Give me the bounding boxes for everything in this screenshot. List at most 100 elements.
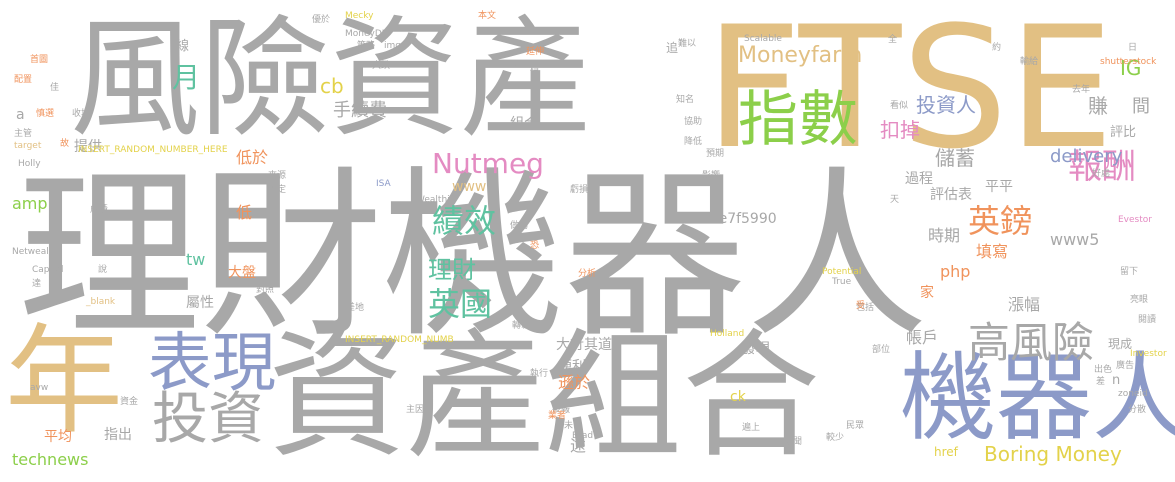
word: tw bbox=[186, 250, 206, 269]
word: 理財 bbox=[428, 256, 476, 284]
word: shutterstock bbox=[1100, 57, 1157, 67]
word: 慎選 bbox=[36, 109, 55, 119]
word: 延伸 bbox=[526, 47, 545, 57]
word: 看似 bbox=[890, 101, 909, 111]
word: 故 bbox=[60, 139, 70, 149]
word: 難以 bbox=[678, 39, 697, 49]
word: 遍上 bbox=[742, 423, 761, 433]
word: 現成 bbox=[1108, 337, 1133, 351]
word: 儲蓄 bbox=[935, 146, 975, 170]
word: Holly bbox=[18, 159, 41, 169]
word: 組合 bbox=[510, 116, 538, 132]
word: Netwealth bbox=[12, 247, 58, 257]
word: cb bbox=[320, 74, 344, 98]
word: 平平 bbox=[985, 179, 1013, 195]
word: 日 bbox=[1128, 43, 1138, 53]
word: 評比 bbox=[1110, 125, 1137, 140]
word: 大跌 bbox=[372, 61, 391, 71]
word: 遠 bbox=[570, 436, 587, 455]
word: 穩 bbox=[530, 65, 540, 75]
word: 屬性 bbox=[186, 295, 214, 311]
word: www bbox=[452, 179, 487, 195]
word: 恐 bbox=[530, 241, 540, 251]
word: 英鎊 bbox=[968, 202, 1033, 240]
word: 風險資產 bbox=[70, 3, 591, 155]
word: 投資 bbox=[152, 387, 264, 452]
word: 填寫 bbox=[976, 242, 1009, 261]
word: 大行其道 bbox=[556, 337, 612, 353]
word: True bbox=[832, 277, 852, 287]
word: 表現 bbox=[148, 327, 276, 401]
word: 受 bbox=[856, 301, 866, 311]
word: MoneyDJ bbox=[345, 29, 385, 39]
word: 新聞 bbox=[784, 437, 803, 447]
word: Nutmeg bbox=[432, 147, 544, 180]
word: 達 bbox=[32, 279, 42, 289]
word: 資金 bbox=[120, 397, 139, 407]
word: 收場 bbox=[72, 109, 91, 119]
word: 漲幅 bbox=[1008, 295, 1041, 314]
word: 民眾 bbox=[846, 421, 865, 431]
word: 評估表 bbox=[930, 187, 972, 203]
word: 做為 bbox=[510, 221, 529, 231]
word: 策略 bbox=[357, 41, 376, 51]
word: 成績 bbox=[90, 205, 109, 215]
word: 設定 bbox=[268, 185, 287, 195]
word: Brad bbox=[572, 431, 594, 441]
word: 主管 bbox=[14, 129, 33, 139]
word: 較少 bbox=[826, 433, 845, 443]
word: 最佳 bbox=[256, 243, 275, 253]
word: technews bbox=[12, 450, 89, 469]
word: 對照 bbox=[256, 285, 275, 295]
word: Wealthify bbox=[416, 195, 458, 205]
word: 績效 bbox=[432, 202, 497, 240]
word: 轉載 bbox=[512, 321, 531, 331]
word: 來源 bbox=[268, 171, 287, 181]
word: 亮眼 bbox=[1130, 295, 1149, 305]
word: _blank bbox=[86, 297, 116, 307]
word: 投資人 bbox=[916, 93, 976, 117]
word: Mecky bbox=[345, 11, 374, 21]
word: 好處 bbox=[1092, 169, 1111, 179]
word: Potential bbox=[822, 267, 862, 277]
word: 留下 bbox=[1120, 267, 1139, 277]
word: 平均 bbox=[44, 429, 72, 445]
word: 首圖 bbox=[30, 55, 49, 65]
word: 投報 bbox=[552, 405, 571, 415]
word: 協助 bbox=[684, 117, 703, 127]
word: 機器人 bbox=[900, 342, 1175, 454]
word: 優於 bbox=[312, 15, 331, 25]
word: 預期 bbox=[706, 149, 725, 159]
word: Boring Money bbox=[984, 442, 1122, 466]
word: Holland bbox=[710, 329, 745, 339]
word: 理財機器人 bbox=[18, 150, 928, 362]
word: src bbox=[512, 59, 526, 69]
word: 降低 bbox=[684, 137, 703, 147]
word: INSERT_RANDOM_NUMBER_HERE bbox=[78, 145, 228, 155]
word: n bbox=[1112, 373, 1121, 388]
word: INSERT_RANDOM_NUMB bbox=[345, 335, 454, 345]
word: 過程 bbox=[905, 171, 933, 187]
word: 追 bbox=[666, 41, 679, 55]
word: 高風險 bbox=[968, 318, 1095, 367]
word: 報酬 bbox=[1068, 147, 1136, 187]
word: 線 bbox=[176, 39, 190, 54]
word: 本文 bbox=[478, 11, 497, 21]
word: delivery bbox=[1050, 146, 1123, 167]
word: 間 bbox=[1132, 96, 1150, 117]
word: 指數 bbox=[738, 85, 858, 155]
word: 佳 bbox=[50, 83, 60, 93]
word: img bbox=[384, 41, 401, 51]
word: 手續費 bbox=[333, 100, 387, 121]
word: 月 bbox=[172, 61, 201, 94]
word: ae7f5990 bbox=[710, 211, 777, 227]
word: 便利 bbox=[558, 359, 586, 375]
word: 分散 bbox=[1128, 405, 1147, 415]
word: a bbox=[16, 107, 25, 123]
word: target bbox=[14, 141, 42, 151]
word: 發現 bbox=[742, 341, 770, 357]
word: Evestor bbox=[1118, 215, 1152, 225]
word: 大盤 bbox=[228, 265, 256, 281]
word: 年 bbox=[5, 312, 124, 450]
